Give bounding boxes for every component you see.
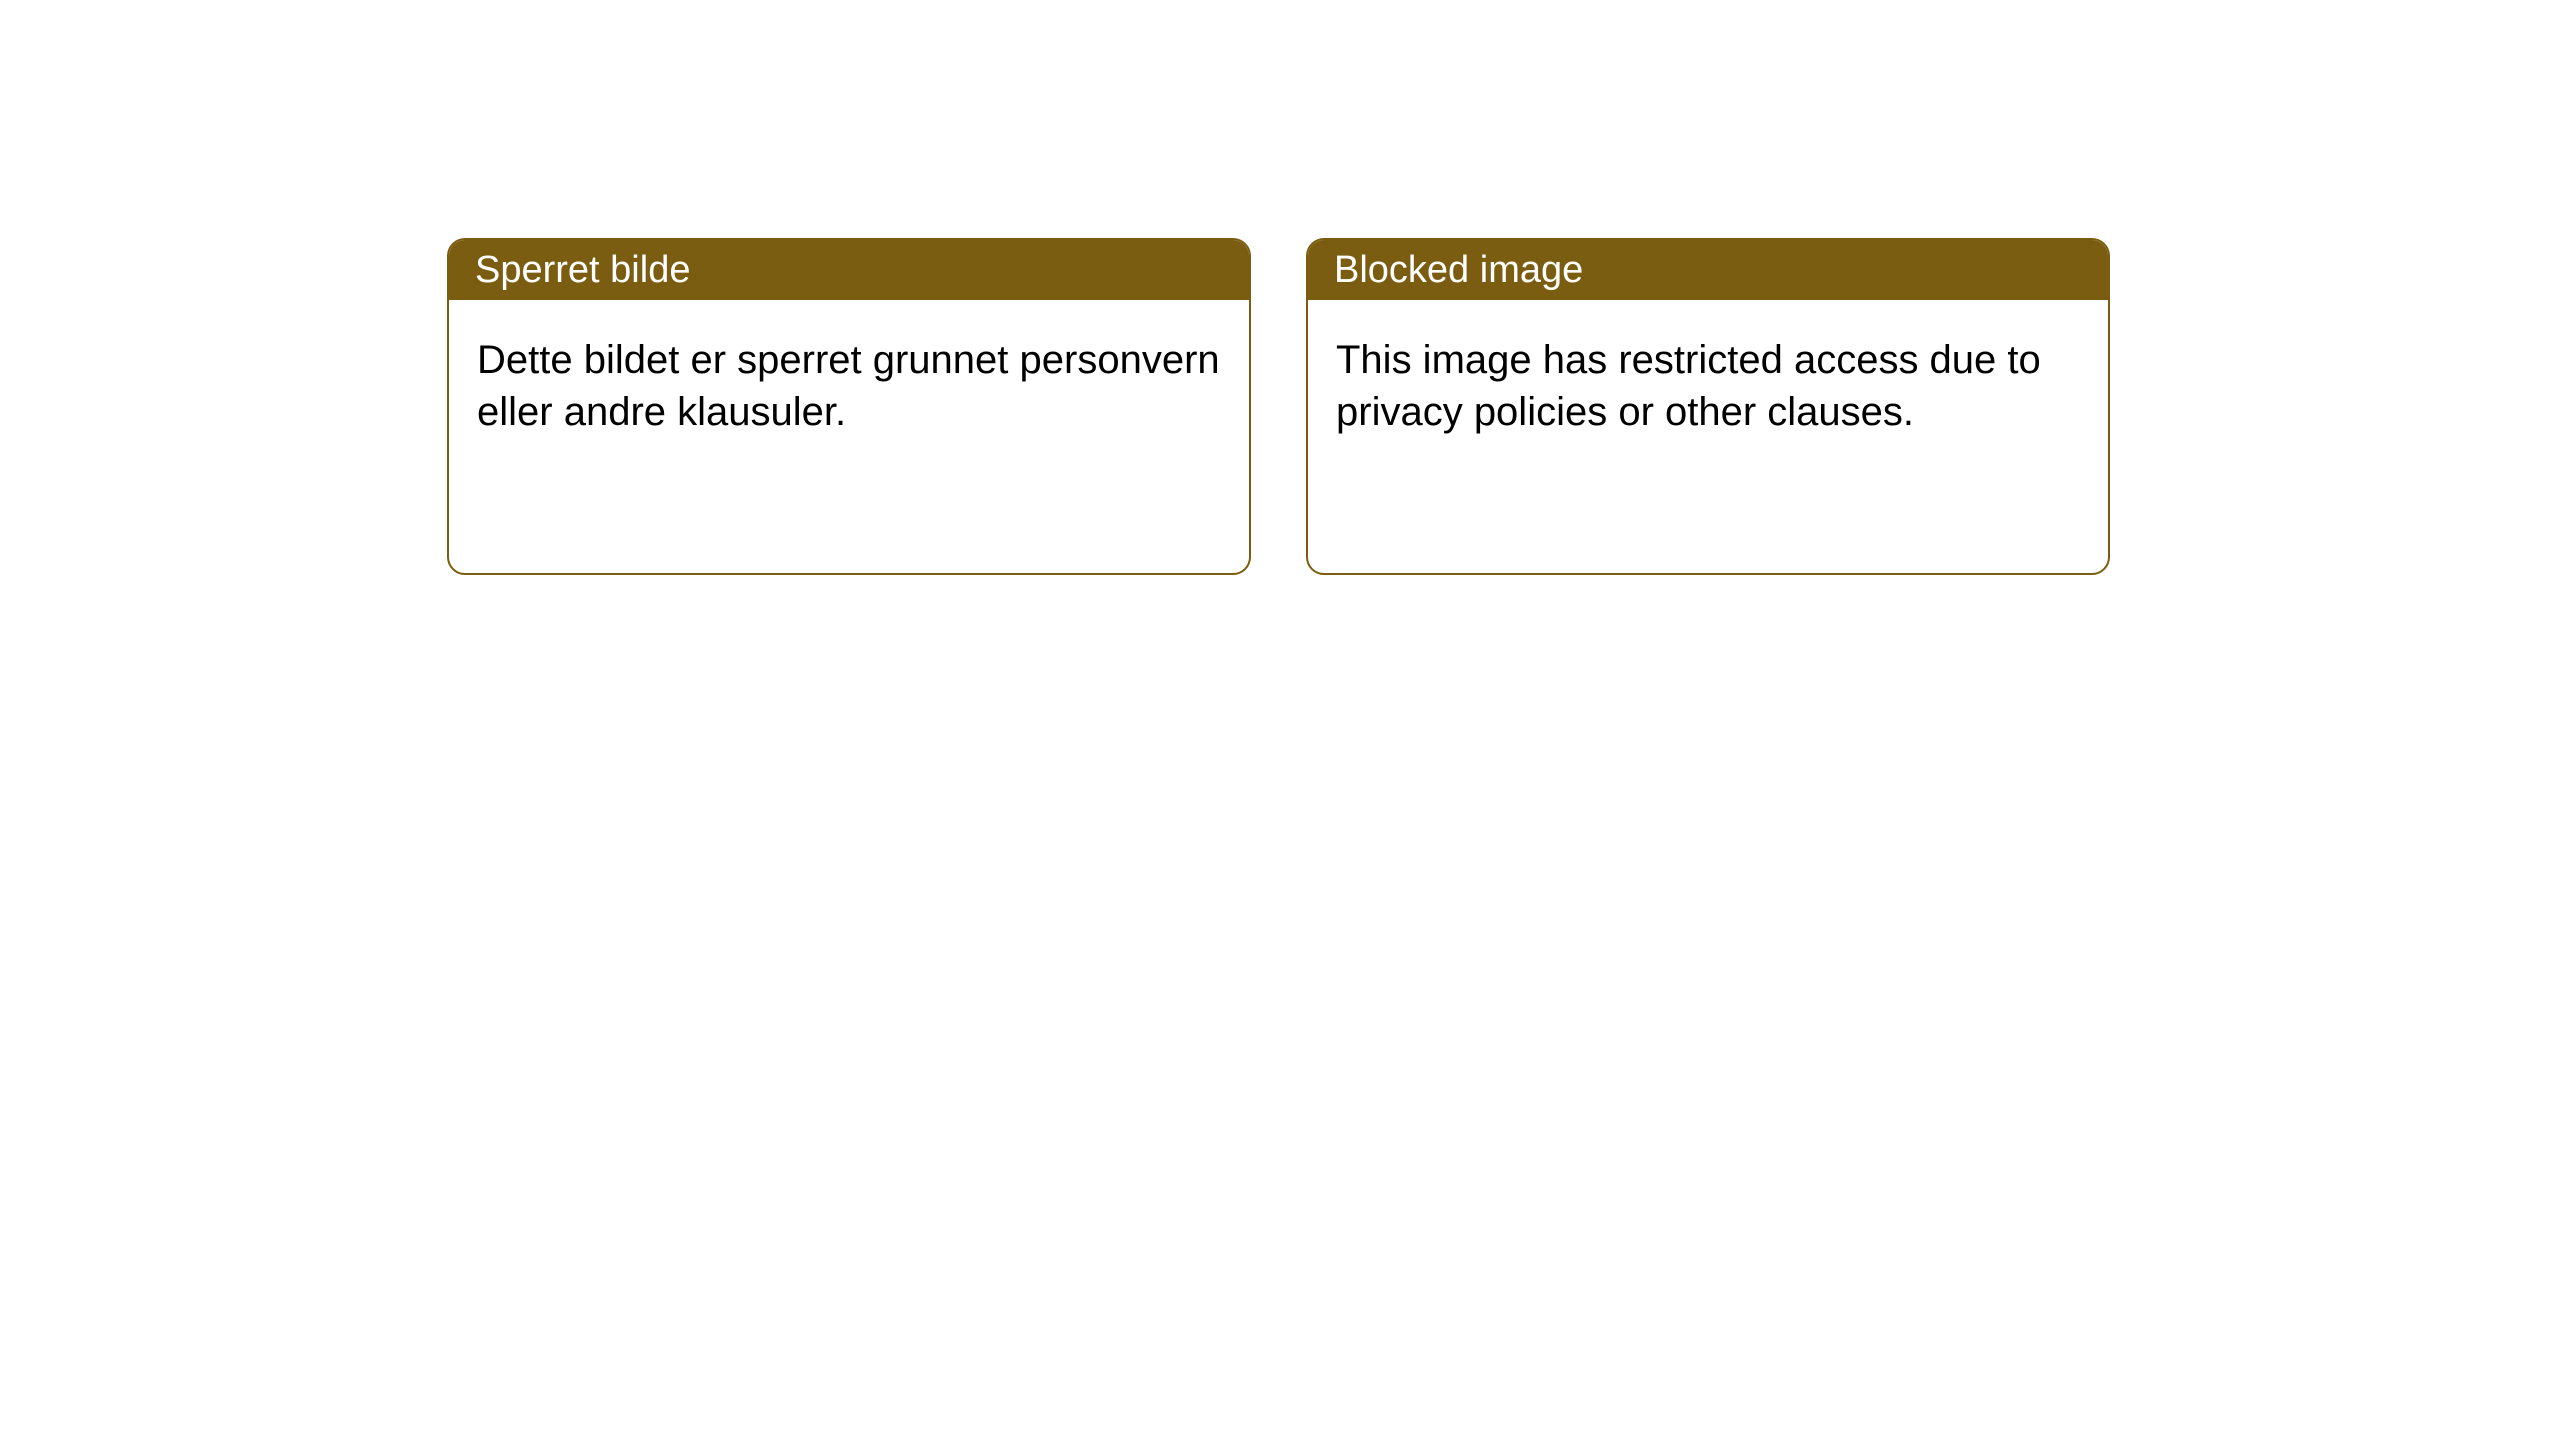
notice-header-en: Blocked image	[1308, 240, 2108, 300]
notice-container: Sperret bilde Dette bildet er sperret gr…	[447, 238, 2110, 575]
notice-box-no: Sperret bilde Dette bildet er sperret gr…	[447, 238, 1251, 575]
notice-title-en: Blocked image	[1334, 249, 1583, 292]
notice-box-en: Blocked image This image has restricted …	[1306, 238, 2110, 575]
notice-header-no: Sperret bilde	[449, 240, 1249, 300]
notice-body-no: Dette bildet er sperret grunnet personve…	[449, 300, 1249, 472]
notice-body-text-en: This image has restricted access due to …	[1336, 338, 2041, 434]
notice-body-text-no: Dette bildet er sperret grunnet personve…	[477, 338, 1220, 434]
notice-body-en: This image has restricted access due to …	[1308, 300, 2108, 472]
notice-title-no: Sperret bilde	[475, 249, 690, 292]
